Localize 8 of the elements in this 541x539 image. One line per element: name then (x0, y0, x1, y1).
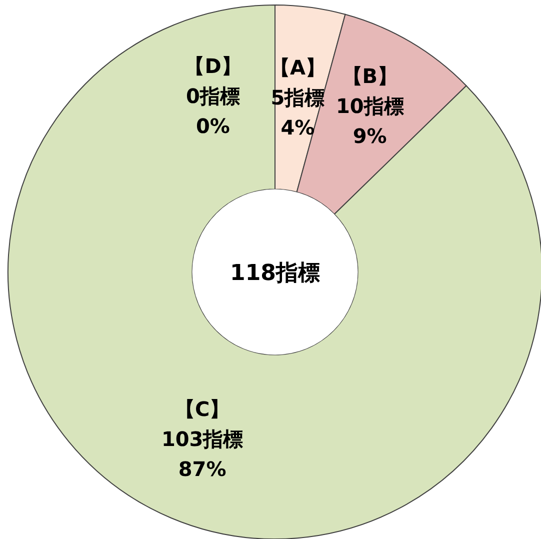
slice-label: 【A】 (270, 56, 326, 80)
data-label: 103指標 87% (161, 427, 244, 482)
text: 0指標 0% (186, 84, 240, 138)
text: 118指標 (230, 261, 320, 286)
slice-label: 【C】 (174, 397, 230, 422)
category-label: 【D】 (184, 54, 242, 78)
slice-label: 【B】 (342, 64, 398, 88)
data-label: 10指標 9% (336, 94, 404, 148)
